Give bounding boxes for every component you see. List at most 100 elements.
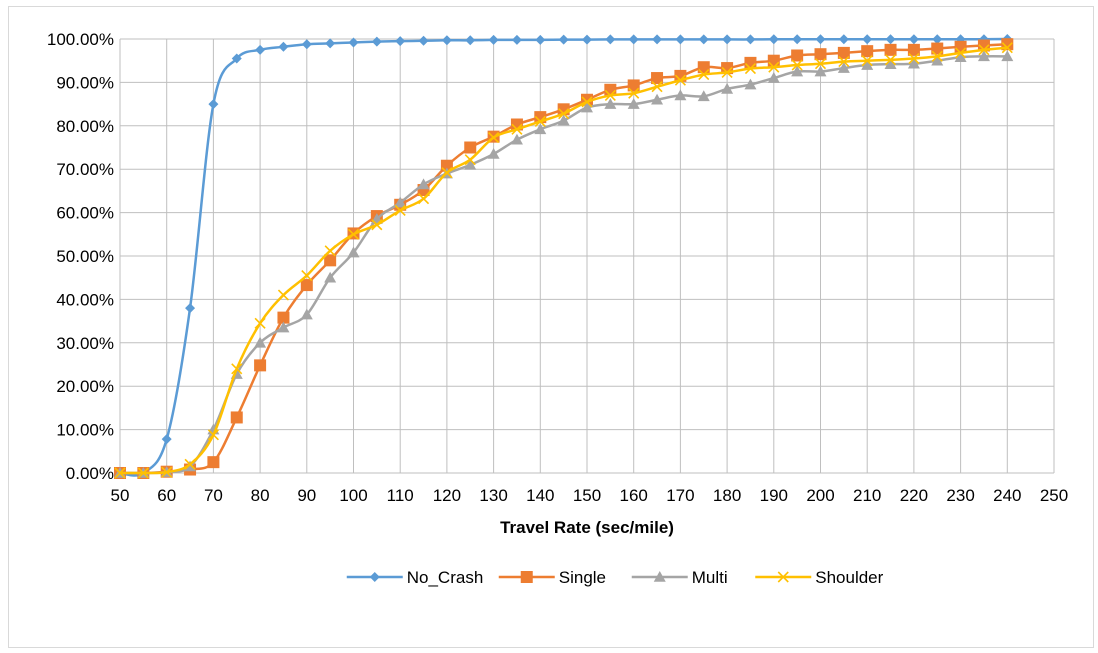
x-tick-label: 130 [479, 486, 507, 505]
data-point [347, 246, 360, 258]
data-point [582, 34, 592, 45]
data-point [815, 34, 826, 45]
data-point [791, 59, 803, 71]
y-tick-label: 30.00% [56, 334, 114, 353]
y-tick-label: 90.00% [56, 73, 114, 92]
data-point [814, 48, 827, 61]
data-point [185, 303, 196, 314]
data-point [441, 167, 453, 179]
data-point [697, 90, 710, 102]
data-point [651, 93, 664, 105]
legend-label: Multi [692, 568, 728, 587]
data-point [604, 98, 617, 109]
data-point [535, 34, 546, 45]
data-point [231, 53, 242, 64]
series-line [119, 37, 1008, 477]
x-tick-label: 230 [946, 486, 974, 505]
x-tick-label: 250 [1040, 486, 1068, 505]
legend: No_Crash Single Multi Shoulder [346, 568, 884, 587]
data-point [792, 34, 803, 45]
data-point [395, 36, 406, 47]
x-tick-label: 90 [297, 486, 316, 505]
x-tick-label: 190 [760, 486, 788, 505]
data-point [278, 41, 289, 52]
data-point [652, 34, 663, 45]
series-no-crash [115, 34, 1013, 478]
data-point [487, 148, 500, 159]
data-point [931, 42, 944, 55]
x-tick-label: 60 [157, 486, 176, 505]
x-tick-label: 50 [111, 486, 130, 505]
data-point [674, 74, 686, 86]
data-point [627, 79, 640, 92]
data-point [651, 72, 664, 85]
data-point [557, 114, 570, 126]
data-point [301, 269, 313, 282]
data-point [324, 245, 336, 257]
data-point [534, 115, 546, 128]
data-point [488, 131, 500, 144]
data-point [277, 321, 290, 333]
data-point [698, 69, 710, 81]
data-point [464, 154, 476, 166]
data-point [698, 34, 709, 45]
data-point [884, 54, 897, 66]
data-point [744, 78, 757, 90]
data-point [931, 54, 944, 66]
data-point [371, 36, 382, 47]
data-point [768, 61, 780, 73]
data-point [861, 45, 874, 58]
chart-frame: 0.00% 10.00% 20.00% 30.00% 40.00% 50.00% 60.00… [8, 6, 1094, 648]
data-point [581, 96, 593, 108]
data-point [721, 66, 733, 78]
x-tick-label: 120 [433, 486, 461, 505]
data-point [161, 434, 172, 445]
data-point [628, 87, 640, 99]
data-point [651, 81, 663, 93]
data-point [511, 123, 523, 135]
data-point [722, 34, 733, 45]
data-point [628, 34, 639, 45]
data-point [745, 34, 756, 45]
x-tick-label: 100 [339, 486, 367, 505]
data-point [884, 43, 897, 56]
data-point [324, 254, 337, 267]
data-point [744, 62, 757, 75]
data-point [301, 39, 312, 50]
data-point [907, 43, 920, 56]
series [114, 34, 1014, 479]
data-point [324, 271, 337, 283]
x-tick-label: 200 [806, 486, 834, 505]
data-point [520, 571, 533, 583]
y-tick-label: 0.00% [66, 464, 114, 483]
gridlines [119, 38, 1055, 474]
data-point [907, 57, 920, 69]
y-tick-label: 100.00% [47, 30, 114, 49]
y-tick-label: 40.00% [56, 290, 114, 309]
data-point [908, 34, 919, 45]
data-point [300, 308, 313, 320]
data-point [277, 289, 290, 301]
data-point [978, 44, 990, 56]
data-point [558, 108, 570, 120]
data-point [862, 34, 873, 45]
data-point [184, 458, 196, 470]
line-chart: 0.00% 10.00% 20.00% 30.00% 40.00% 50.00% 60.00… [47, 30, 1068, 587]
y-tick-label: 70.00% [56, 160, 114, 179]
data-point [207, 456, 220, 469]
x-tick-label: 240 [993, 486, 1021, 505]
data-point [791, 65, 804, 77]
data-point [955, 47, 967, 59]
data-point [488, 34, 499, 45]
data-point [369, 572, 380, 582]
y-axis-ticks: 0.00% 10.00% 20.00% 30.00% 40.00% 50.00% 60.00… [47, 30, 114, 483]
data-point [954, 40, 967, 53]
data-point [254, 317, 266, 329]
data-point [697, 61, 710, 74]
data-point [932, 34, 943, 45]
data-point [394, 204, 406, 216]
data-point [441, 35, 452, 46]
legend-label: Shoulder [815, 568, 883, 587]
data-point [347, 228, 360, 240]
data-point [325, 38, 336, 49]
